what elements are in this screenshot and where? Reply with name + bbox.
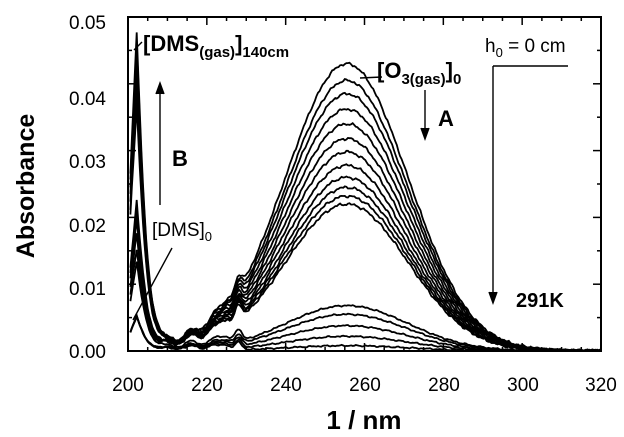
arrow-a-label: A (438, 106, 454, 131)
x-tick-labels: 200 220 240 260 280 300 320 (112, 375, 617, 396)
arrow-b-head (155, 80, 165, 95)
x-tick-label-6: 320 (585, 375, 617, 396)
arrow-b-label: B (172, 146, 188, 171)
y-tick-label-4: 0.04 (69, 89, 106, 110)
x-tick-label-1: 220 (191, 375, 223, 396)
arrow-h0-head (488, 291, 498, 306)
x-tick-label-4: 280 (428, 375, 460, 396)
temperature-label: 291K (516, 290, 564, 312)
plot-frame (127, 16, 602, 352)
dms0-label: [DMS]0 (152, 220, 212, 244)
x-tick-label-0: 200 (112, 375, 144, 396)
arrow-a-head (420, 127, 430, 142)
y-tick-labels: 0.00 0.01 0.02 0.03 0.04 0.05 (69, 13, 106, 363)
y-tick-label-0: 0.00 (69, 342, 106, 363)
dms0-leader (132, 247, 173, 321)
y-tick-label-2: 0.02 (69, 216, 106, 237)
x-tick-label-3: 260 (349, 375, 381, 396)
y-tick-label-3: 0.03 (69, 152, 106, 173)
annotations (132, 41, 568, 321)
x-tick-label-5: 300 (507, 375, 539, 396)
y-axis-title: Absorbance (12, 114, 40, 259)
o3-gas-label: [O3(gas)]0 (377, 58, 461, 88)
x-tick-label-2: 240 (270, 375, 302, 396)
o3-gas-leader (359, 76, 383, 79)
y-tick-label-1: 0.01 (69, 279, 106, 300)
y-tick-label-5: 0.05 (69, 13, 106, 34)
dms-gas-leader (133, 41, 143, 51)
dms-gas-label: [DMS(gas)]140cm (143, 31, 289, 61)
spectrum-curve (129, 163, 601, 352)
h0-label: h0 = 0 cm (485, 36, 566, 60)
x-axis-title: 1 / nm (326, 405, 401, 435)
